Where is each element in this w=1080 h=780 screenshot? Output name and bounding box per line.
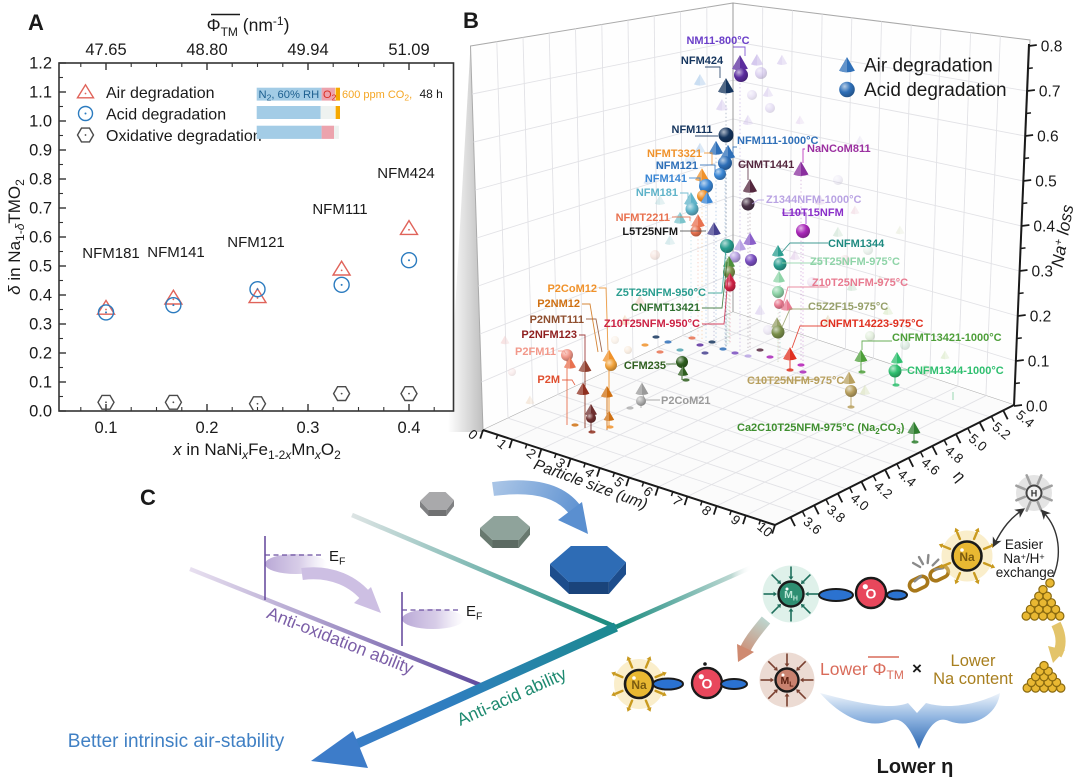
svg-text:0.2: 0.2 [196, 419, 219, 437]
svg-text:NFM424: NFM424 [681, 55, 724, 67]
svg-text:Na+/H+: Na+/H+ [1003, 551, 1044, 566]
svg-text:Lower η: Lower η [877, 756, 954, 778]
svg-text:×: × [912, 659, 922, 678]
svg-text:exchange: exchange [996, 565, 1055, 580]
svg-text:NFM121: NFM121 [656, 160, 698, 172]
svg-text:0.3: 0.3 [29, 316, 52, 334]
svg-text:Z10T25NFM-950°C: Z10T25NFM-950°C [604, 318, 700, 330]
svg-text:0.9: 0.9 [29, 142, 52, 160]
svg-text:ΦTM (nm-1): ΦTM (nm-1) [207, 14, 290, 39]
svg-text:NFM424: NFM424 [377, 165, 435, 182]
svg-text:0.5: 0.5 [1035, 174, 1057, 191]
svg-text:Acid degradation: Acid degradation [106, 107, 226, 124]
svg-text:CNMT1441: CNMT1441 [738, 159, 794, 171]
svg-text:Air degradation: Air degradation [106, 85, 215, 102]
svg-text:0.3: 0.3 [297, 419, 320, 437]
svg-text:NFM181: NFM181 [636, 187, 678, 199]
svg-text:0.4: 0.4 [1033, 219, 1055, 236]
svg-text:NFM111: NFM111 [312, 201, 367, 218]
svg-text:Na: Na [631, 678, 647, 692]
svg-text:O2: O2 [323, 89, 337, 103]
svg-text:P2NMT111: P2NMT111 [530, 314, 584, 326]
svg-text:0.6: 0.6 [29, 229, 52, 247]
svg-text:C: C [140, 485, 156, 510]
svg-text:B: B [463, 8, 479, 33]
svg-text:δ in Na1-δTMO2: δ in Na1-δTMO2 [5, 179, 27, 295]
svg-text:0.0: 0.0 [29, 403, 52, 421]
svg-text:0.7: 0.7 [1039, 84, 1061, 101]
svg-text:O: O [866, 586, 877, 602]
svg-text:NaNCoM811: NaNCoM811 [807, 143, 871, 155]
svg-text:48 h: 48 h [420, 87, 443, 101]
svg-text:Z5T25NFM-975°C: Z5T25NFM-975°C [810, 256, 900, 268]
svg-text:L5T25NFM: L5T25NFM [622, 226, 678, 238]
svg-text:Lower ΦTM: Lower ΦTM [820, 659, 904, 682]
svg-text:0.6: 0.6 [1037, 129, 1059, 146]
svg-text:NFM181: NFM181 [82, 245, 140, 262]
svg-text:C10T25NFM-975°C: C10T25NFM-975°C [747, 375, 844, 387]
svg-text:Oxidative degradation: Oxidative degradation [106, 128, 262, 145]
svg-text:49.94: 49.94 [287, 41, 328, 59]
svg-text:NFMT3321: NFMT3321 [647, 148, 702, 160]
svg-text:A: A [28, 10, 44, 35]
svg-text:NFMT2211: NFMT2211 [616, 212, 670, 224]
svg-text:Ca2C10T25NFM-975°C (Na2CO3): Ca2C10T25NFM-975°C (Na2CO3) [737, 422, 905, 436]
svg-text:NFM111-1000°C: NFM111-1000°C [737, 135, 818, 147]
svg-text:N2, 60% RH: N2, 60% RH [259, 89, 320, 103]
svg-text:C5Z2F15-975°C: C5Z2F15-975°C [808, 301, 888, 313]
svg-text:1.1: 1.1 [29, 84, 52, 102]
svg-text:P2NFM123: P2NFM123 [521, 329, 577, 341]
svg-text:0.1: 0.1 [1028, 354, 1050, 371]
svg-text:0.7: 0.7 [29, 200, 52, 218]
svg-text:P2FM11: P2FM11 [515, 346, 556, 358]
svg-text:47.65: 47.65 [85, 41, 126, 59]
svg-text:0.4: 0.4 [29, 287, 52, 305]
svg-text:Na content: Na content [933, 670, 1013, 688]
svg-text:Air degradation: Air degradation [864, 56, 993, 77]
svg-text:CFM235: CFM235 [624, 360, 666, 372]
svg-text:NFM111: NFM111 [672, 124, 713, 136]
svg-text:0.2: 0.2 [29, 345, 52, 363]
svg-text:P2M: P2M [537, 374, 560, 386]
svg-text:P2CoM12: P2CoM12 [547, 283, 597, 295]
svg-text:P2CoM21: P2CoM21 [661, 395, 711, 407]
svg-text:48.80: 48.80 [186, 41, 227, 59]
svg-text:Na: Na [959, 550, 975, 564]
svg-text:O: O [702, 676, 713, 692]
svg-text:NM11-800°C: NM11-800°C [686, 35, 749, 47]
svg-text:0.1: 0.1 [95, 419, 118, 437]
svg-text:0.8: 0.8 [29, 171, 52, 189]
svg-text:0.8: 0.8 [1041, 39, 1063, 56]
svg-text:0.5: 0.5 [29, 258, 52, 276]
svg-text:CNFM1344: CNFM1344 [828, 238, 885, 250]
svg-text:Z10T25NFM-975°C: Z10T25NFM-975°C [812, 277, 908, 289]
svg-text:0.4: 0.4 [398, 419, 421, 437]
svg-text:P2NM12: P2NM12 [537, 298, 580, 310]
svg-text:Easier: Easier [1005, 537, 1044, 552]
svg-text:Lower: Lower [951, 652, 996, 670]
svg-text:0.1: 0.1 [29, 374, 52, 392]
svg-text:1.0: 1.0 [29, 113, 52, 131]
svg-text:0.3: 0.3 [1032, 264, 1054, 281]
svg-text:Acid degradation: Acid degradation [864, 80, 1007, 101]
svg-text:NFM141: NFM141 [147, 244, 205, 261]
svg-text:0.0: 0.0 [1026, 399, 1048, 416]
svg-text:x in NaNixFe1-2xMnxO2: x in NaNixFe1-2xMnxO2 [172, 440, 341, 462]
svg-text:CNFMT14223-975°C: CNFMT14223-975°C [820, 318, 923, 330]
svg-text:NFM141: NFM141 [645, 173, 687, 185]
svg-text:600 ppm CO2,: 600 ppm CO2, [342, 89, 412, 103]
svg-text:H: H [1031, 489, 1038, 499]
svg-text:51.09: 51.09 [388, 41, 429, 59]
svg-text:NFM121: NFM121 [227, 234, 285, 251]
svg-text:Z1344NFM-1000°C: Z1344NFM-1000°C [766, 194, 862, 206]
svg-text:Z5T25NFM-950°C: Z5T25NFM-950°C [616, 287, 706, 299]
svg-text:CNFMT13421: CNFMT13421 [631, 302, 700, 314]
svg-text:0.2: 0.2 [1030, 309, 1052, 326]
svg-text:Better intrinsic air-stability: Better intrinsic air-stability [68, 731, 285, 752]
svg-text:CNFMT13421-1000°C: CNFMT13421-1000°C [892, 332, 1002, 344]
svg-text:1.2: 1.2 [29, 55, 52, 73]
svg-text:CNFM1344-1000°C: CNFM1344-1000°C [907, 365, 1004, 377]
svg-text:L10T15NFM: L10T15NFM [782, 207, 844, 219]
